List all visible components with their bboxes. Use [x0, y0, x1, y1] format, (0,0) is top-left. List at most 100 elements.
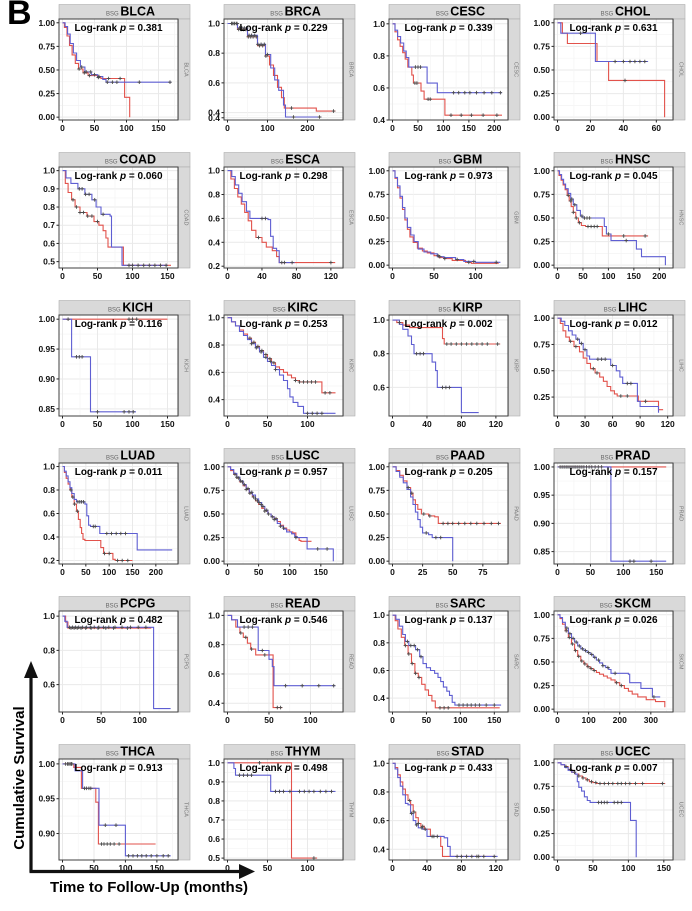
x-tick-label: 120 — [489, 419, 503, 429]
y-tick-label: 0.6 — [373, 665, 385, 675]
y-tick-label: 0.4 — [208, 113, 220, 123]
facet-title: BSG PAAD — [436, 449, 485, 463]
censor-marks-blue — [570, 197, 628, 243]
y-tick-label: 0.75 — [533, 781, 550, 791]
x-tick-label: 200 — [300, 123, 314, 133]
logrank-p-value: Log-rank p = 0.060 — [74, 171, 163, 182]
y-tick-label: 0.9 — [208, 777, 220, 787]
km-subplot-thca: BSG THCA THCA 1.00 0.95 0.90 0 50 100 150 Log-ran… — [38, 744, 191, 873]
x-tick-label: 150 — [627, 271, 641, 281]
logrank-p-value: Log-rank p = 0.381 — [74, 23, 163, 34]
km-curve-blue — [62, 763, 171, 857]
y-tick-label: 0.50 — [203, 509, 220, 519]
x-tick-label: 150 — [150, 863, 164, 873]
facet-title: BSG STAD — [437, 745, 484, 759]
km-subplot-ucec: BSG UCEC UCEC 1.00 0.75 0.50 0.25 0.00 0 50 100 15… — [533, 744, 686, 873]
facet-label-right: BLCA — [183, 62, 189, 77]
km-subplot-sarc: BSG SARC SARC 1.0 0.8 0.6 0.4 0 50 100 150 Log-ran… — [373, 596, 521, 725]
km-subplot-kich: BSG KICH KICH 1.00 0.95 0.90 0.85 0 50 100 150 Log… — [38, 300, 191, 429]
y-tick-label: 1.00 — [38, 314, 55, 324]
y-tick-label: 0.50 — [533, 805, 550, 815]
logrank-p-value: Log-rank p = 0.546 — [239, 615, 328, 626]
y-tick-label: 0.25 — [368, 237, 385, 247]
y-tick-label: 0.50 — [533, 65, 550, 75]
x-tick-label: 50 — [263, 419, 273, 429]
x-tick-label: 150 — [462, 123, 476, 133]
x-tick-label: 150 — [151, 123, 165, 133]
facet-title: BSG KICH — [108, 301, 153, 315]
x-tick-label: 200 — [652, 271, 666, 281]
km-subplot-coad: BSG COAD COAD 1.0 0.9 0.8 0.7 0.6 0.5 0 50 100 150 L… — [43, 152, 191, 281]
x-tick-label: 0 — [555, 863, 560, 873]
x-tick-label: 100 — [616, 567, 630, 577]
x-tick-label: 40 — [619, 123, 629, 133]
x-tick-label: 0 — [555, 567, 560, 577]
y-tick-label: 0.5 — [43, 257, 55, 267]
censor-marks-red — [413, 81, 499, 117]
logrank-p-value: Log-rank p = 0.045 — [569, 171, 658, 182]
plot-area — [389, 611, 508, 712]
x-tick-label: 100 — [125, 419, 139, 429]
logrank-p-value: Log-rank p = 0.482 — [74, 615, 163, 626]
y-tick-label: 0.8 — [208, 640, 220, 650]
facet-label-right: CHOL — [678, 62, 684, 77]
censor-marks-red — [403, 643, 450, 710]
x-tick-label: 150 — [314, 567, 328, 577]
x-tick-label: 50 — [93, 419, 103, 429]
y-tick-label: 0.4 — [43, 532, 55, 542]
facet-title: BSG ESCA — [271, 153, 320, 167]
y-tick-label: 0.4 — [208, 395, 220, 405]
y-tick-label: 0.6 — [373, 83, 385, 93]
x-tick-label: 0 — [60, 863, 65, 873]
censor-marks-blue — [249, 341, 324, 416]
facet-label-right: KICH — [183, 359, 189, 372]
facet-label-right: UCEC — [678, 802, 684, 818]
facet-label-right: LUAD — [183, 506, 189, 521]
plot-area — [224, 167, 343, 268]
y-tick-label: 0.6 — [208, 669, 220, 679]
km-plot-grid: BSG BLCA BLCA 1.00 0.75 0.50 0.25 0.00 0 50 100 15… — [26, 4, 686, 892]
x-tick-label: 0 — [60, 271, 65, 281]
y-tick-label: 1.00 — [38, 759, 55, 769]
y-tick-label: 0.6 — [208, 213, 220, 223]
y-tick-label: 0.8 — [208, 340, 220, 350]
y-tick-label: 0.75 — [203, 485, 220, 495]
axis-arrows — [24, 661, 255, 879]
logrank-p-value: Log-rank p = 0.957 — [239, 467, 328, 478]
facet-label-right: KIRC — [348, 359, 354, 372]
x-tick-label: 50 — [263, 863, 273, 873]
facet-title: BSG LUAD — [106, 449, 155, 463]
censor-marks-blue — [578, 31, 647, 64]
x-tick-label: 120 — [324, 271, 338, 281]
y-tick-label: 0.90 — [533, 518, 550, 528]
censor-marks-red — [564, 629, 624, 688]
x-tick-label: 100 — [601, 271, 615, 281]
km-subplot-kirc: BSG KIRC KIRC 1.0 0.8 0.6 0.4 0 50 100 Log-rank p… — [208, 300, 356, 429]
y-tick-label: 1.0 — [373, 610, 385, 620]
facet-label-right: LUSC — [348, 506, 354, 521]
censor-marks-red — [568, 339, 648, 404]
y-tick-label: 0.75 — [368, 485, 385, 495]
y-tick-label: 0.6 — [208, 834, 220, 844]
y-tick-label: 0.25 — [533, 89, 550, 99]
y-tick-label: 1.0 — [373, 19, 385, 29]
censor-marks-blue — [260, 216, 284, 265]
x-tick-label: 50 — [81, 567, 91, 577]
y-tick-label: 0.6 — [373, 382, 385, 392]
logrank-p-value: Log-rank p = 0.913 — [74, 763, 163, 774]
km-subplot-paad: BSG PAAD PAAD 1.00 0.75 0.50 0.25 0.00 0 25 50 75 L… — [368, 448, 521, 577]
logrank-p-value: Log-rank p = 0.253 — [239, 319, 328, 330]
y-tick-label: 0.8 — [208, 48, 220, 58]
facet-title: BSG SKCM — [600, 597, 651, 611]
x-tick-label: 100 — [436, 123, 450, 133]
y-tick-label: 0.25 — [203, 533, 220, 543]
y-tick-label: 0.8 — [373, 349, 385, 359]
x-tick-label: 0 — [555, 715, 560, 725]
logrank-p-value: Log-rank p = 0.157 — [569, 467, 658, 478]
y-tick-label: 0.90 — [38, 829, 55, 839]
y-tick-label: 0.6 — [43, 509, 55, 519]
y-tick-label: 0.85 — [533, 547, 550, 557]
x-tick-label: 0 — [225, 567, 230, 577]
y-tick-label: 1.00 — [368, 462, 385, 472]
x-tick-label: 90 — [635, 419, 645, 429]
